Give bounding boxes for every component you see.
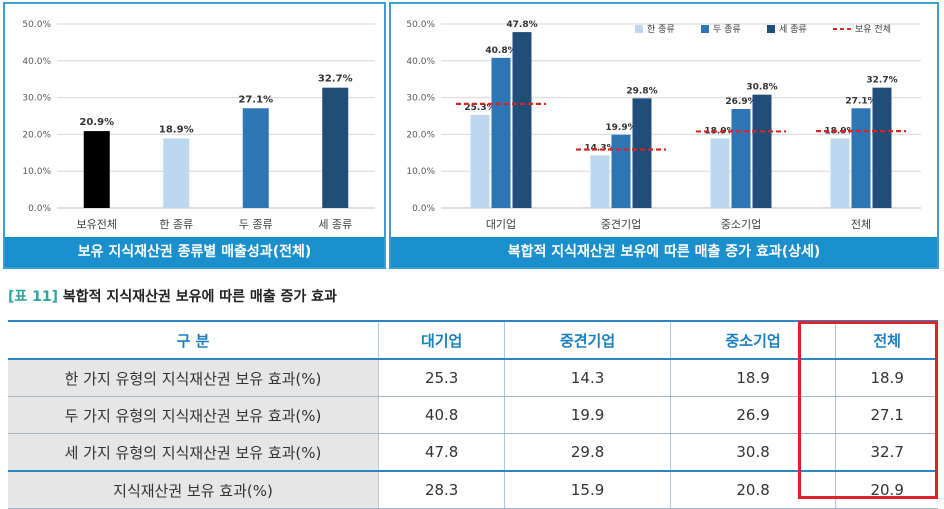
bar [851,108,871,208]
header-category: 구 분 [8,320,379,360]
data-label: 25.3% [464,103,495,113]
table-header-row: 구 분 대기업 중견기업 중소기업 전체 [8,320,938,360]
data-label: 32.7% [866,76,897,86]
table-title-text: 복합적 지식재산권 보유에 따른 매출 증가 효과 [62,289,337,305]
data-label: 20.9% [79,117,114,128]
x-tick-label: 대기업 [486,218,516,231]
table-cell: 20.8 [670,470,837,509]
bar [872,87,892,208]
table-row: 두 가지 유형의 지식재산권 보유 효과(%) 40.8 19.9 26.9 2… [8,396,938,434]
data-label: 32.7% [318,74,353,85]
data-label: 27.1% [238,94,273,105]
y-tick-label: 30.0% [22,94,51,104]
table-cell: 20.9 [835,470,938,509]
table-tag: [표 11] [8,289,59,305]
bar [242,108,269,208]
data-label: 26.9% [725,97,756,107]
table-cell: 47.8 [378,433,506,472]
data-label: 30.8% [746,83,777,93]
chart-left-plot: 0.0% 10.0% 20.0% 30.0% 40.0% 50.0% 20.9% 보유전체 18… [22,20,375,231]
y-tick-label: 30.0% [406,94,435,104]
legend-label: 두 종류 [713,24,741,35]
table-cell: 18.9 [670,359,837,397]
data-label: 29.8% [626,86,657,96]
bar [611,134,631,208]
bar [752,94,772,208]
row-label: 세 가지 유형의 지식재산권 보유 효과(%) [8,433,379,472]
bar [83,131,110,208]
data-label: 40.8% [485,46,516,56]
y-tick-label: 50.0% [406,20,435,30]
bar [710,138,730,208]
table-cell: 19.9 [504,396,671,434]
x-tick-label: 세 종류 [318,218,352,231]
table-cell: 14.3 [504,359,671,397]
y-tick-label: 40.0% [406,57,435,67]
bar [512,32,532,208]
legend-label: 보유 전체 [855,24,891,35]
bar [322,87,349,208]
chart-left-title: 보유 지식재산권 종류별 매출성과(전체) [5,237,384,267]
y-tick-label: 20.0% [22,130,51,140]
bar [731,109,751,208]
x-tick-label: 보유전체 [77,218,117,231]
y-tick-label: 0.0% [412,204,435,214]
table-cell: 25.3 [378,359,506,397]
legend-swatch [767,25,775,33]
table-cell: 30.8 [670,433,837,472]
x-tick-label: 전체 [851,218,871,231]
legend-label: 한 종류 [647,24,675,35]
y-tick-label: 50.0% [22,20,51,30]
table-cell: 28.3 [378,470,506,509]
y-tick-label: 40.0% [22,57,51,67]
table-cell: 26.9 [670,396,837,434]
x-tick-label: 중소기업 [721,218,761,231]
row-label: 지식재산권 보유 효과(%) [8,470,379,509]
y-tick-label: 10.0% [406,167,435,177]
bar [470,114,490,208]
chart-right-plot: 0.0% 10.0% 20.0% 30.0% 40.0% 50.0% 25.3% 40.8% 4… [406,20,921,231]
header-small: 중소기업 [670,320,837,360]
data-label: 18.9% [159,124,194,135]
legend-swatch [635,25,643,33]
header-mid: 중견기업 [504,320,671,360]
y-tick-label: 20.0% [406,130,435,140]
row-label: 두 가지 유형의 지식재산권 보유 효과(%) [8,396,379,434]
chart-right-title: 복합적 지식재산권 보유에 따른 매출 증가 효과(상세) [391,237,937,267]
header-total: 전체 [835,320,938,360]
legend-swatch [701,25,709,33]
header-large: 대기업 [378,320,506,360]
chart-left-panel: 0.0% 10.0% 20.0% 30.0% 40.0% 50.0% 20.9% 보유전체 18… [3,2,386,269]
row-label: 한 가지 유형의 지식재산권 보유 효과(%) [8,359,379,397]
table-row: 세 가지 유형의 지식재산권 보유 효과(%) 47.8 29.8 30.8 3… [8,433,938,472]
legend-label: 세 종류 [779,24,807,35]
table-title: [표 11] 복합적 지식재산권 보유에 따른 매출 증가 효과 [8,286,337,306]
chart-right-panel: 0.0% 10.0% 20.0% 30.0% 40.0% 50.0% 25.3% 40.8% 4… [389,2,939,269]
table-cell: 29.8 [504,433,671,472]
data-label: 19.9% [605,123,636,133]
x-tick-label: 중견기업 [601,218,641,231]
table-cell: 32.7 [835,433,938,472]
y-tick-label: 10.0% [22,167,51,177]
table-cell: 18.9 [835,359,938,397]
bar [830,138,850,208]
table-cell: 40.8 [378,396,506,434]
bar [590,155,610,208]
y-tick-label: 0.0% [28,204,51,214]
table-row: 한 가지 유형의 지식재산권 보유 효과(%) 25.3 14.3 18.9 1… [8,359,938,397]
table-row-total: 지식재산권 보유 효과(%) 28.3 15.9 20.8 20.9 [8,470,938,509]
total-column-highlight [798,321,938,499]
x-tick-label: 두 종류 [239,218,273,231]
data-label: 27.1% [845,96,876,106]
x-tick-label: 한 종류 [159,218,193,231]
bar [491,57,511,208]
table-cell: 27.1 [835,396,938,434]
bar [163,138,190,208]
data-label: 14.3% [584,143,615,153]
data-label: 47.8% [506,20,537,30]
data-table: 구 분 대기업 중견기업 중소기업 전체 한 가지 유형의 지식재산권 보유 효… [8,320,938,509]
bar [632,98,652,208]
table-cell: 15.9 [504,470,671,509]
